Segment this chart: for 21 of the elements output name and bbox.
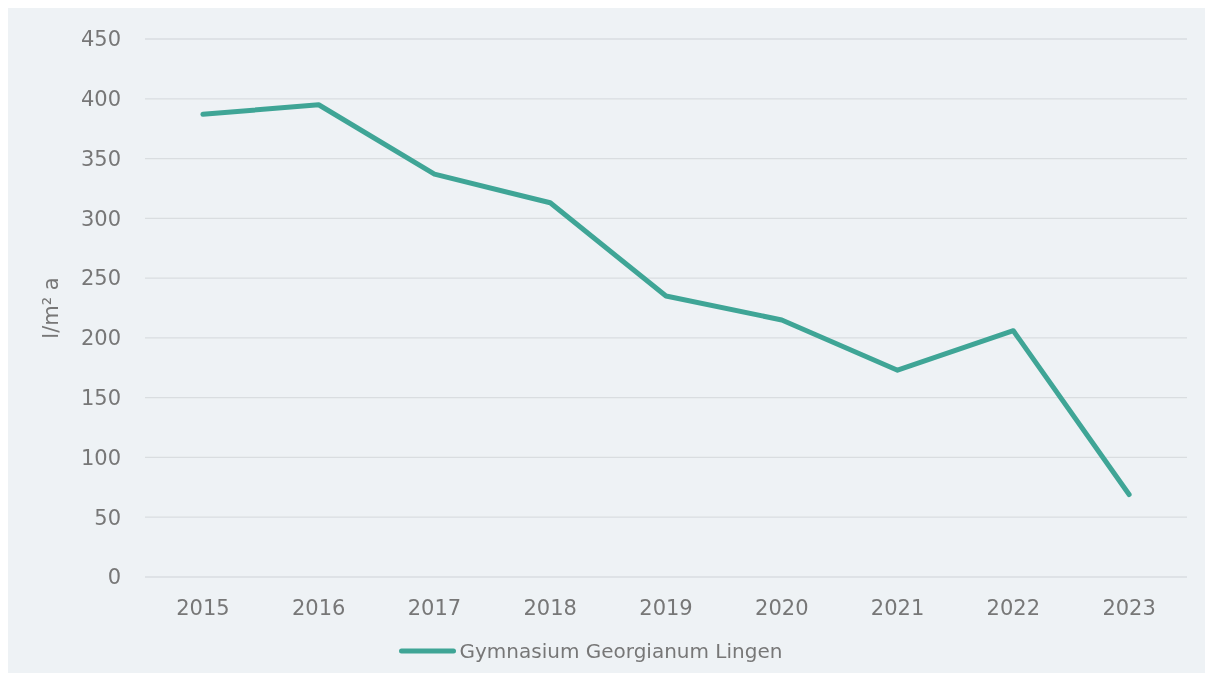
x-tick-label: 2023 (1102, 596, 1156, 620)
y-tick-label: 450 (80, 27, 121, 52)
y-tick-label: 350 (80, 146, 121, 171)
x-tick-label: 2022 (986, 596, 1041, 620)
x-tick-label: 2017 (407, 596, 462, 620)
y-tick-label: 50 (94, 505, 121, 530)
y-tick-label: 100 (80, 445, 121, 470)
x-tick-label: 2020 (755, 596, 809, 620)
legend-label: Gymnasium Georgianum Lingen (459, 639, 783, 663)
y-tick-label: 400 (80, 87, 121, 112)
y-tick-label: 250 (80, 266, 121, 291)
y-axis-title: l/m² a (39, 277, 63, 339)
x-tick-label: 2018 (523, 596, 577, 620)
x-tick-label: 2019 (639, 596, 693, 620)
x-tick-label: 2021 (870, 596, 925, 620)
x-tick-label: 2015 (176, 596, 230, 620)
y-tick-label: 0 (107, 565, 121, 590)
y-tick-label: 150 (80, 386, 121, 411)
x-tick-label: 2016 (291, 596, 346, 620)
y-tick-label: 300 (80, 206, 121, 231)
y-tick-label: 200 (80, 326, 121, 351)
